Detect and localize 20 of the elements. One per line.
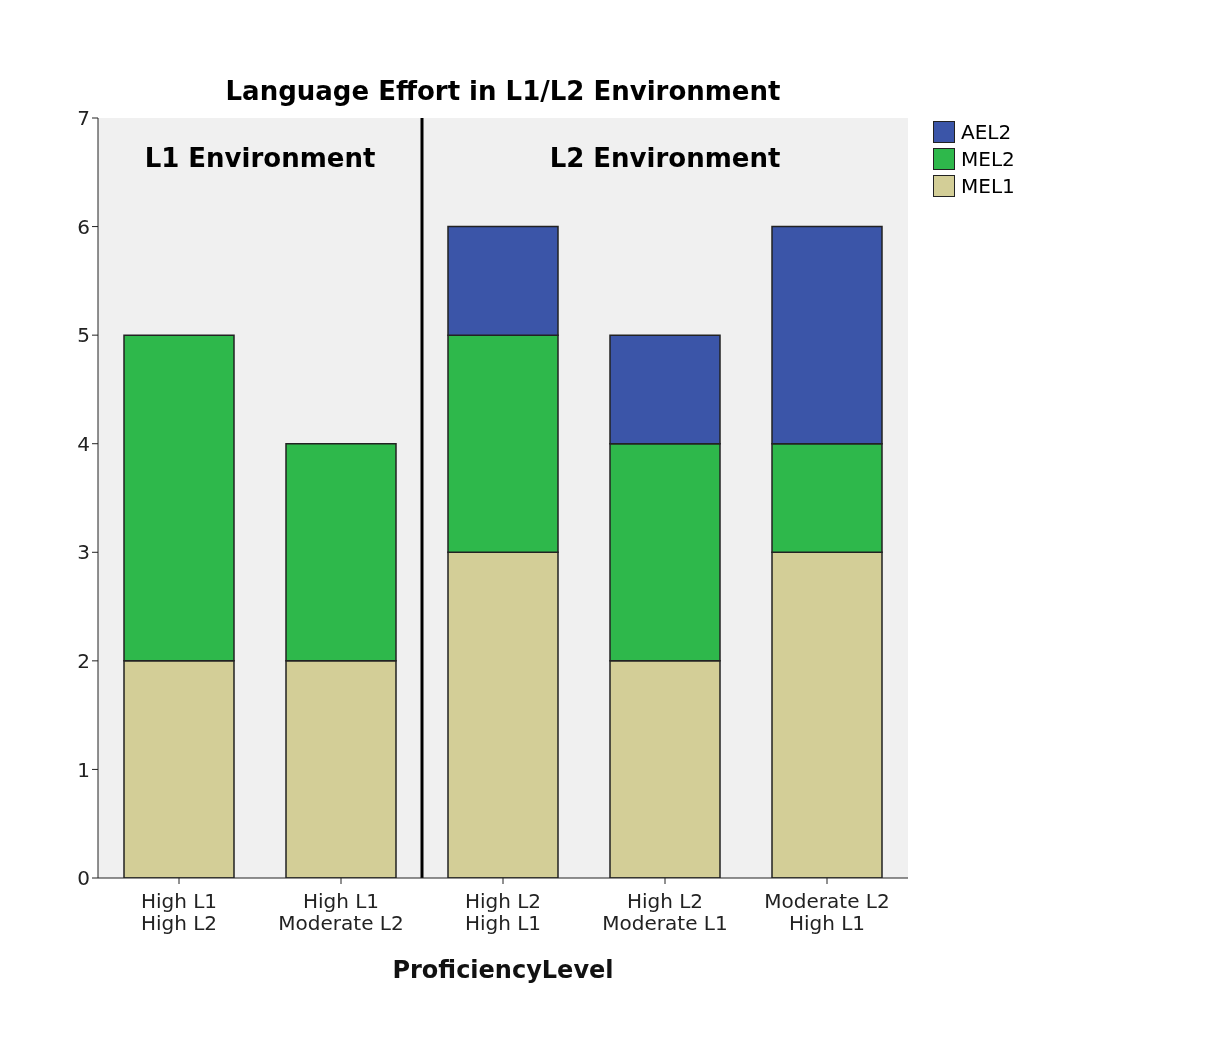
legend-label: AEL2 — [961, 119, 1012, 144]
y-tick-label: 4 — [77, 431, 90, 456]
y-tick-label: 7 — [77, 106, 90, 131]
legend-label: MEL2 — [961, 146, 1015, 171]
legend-label: MEL1 — [961, 173, 1015, 198]
x-tick-label: Moderate L2 High L1 — [764, 889, 890, 935]
x-tick-label: High L2 High L1 — [464, 889, 542, 935]
x-tick-label: High L1 High L2 — [140, 889, 218, 935]
y-tick-label: 3 — [77, 540, 90, 565]
x-tick-label: High L2 Moderate L1 — [602, 889, 728, 935]
x-axis-title: ProficiencyLevel — [392, 956, 614, 984]
y-tick-label: 6 — [77, 214, 90, 239]
chart-title: Language Effort in L1/L2 Environment — [224, 76, 782, 106]
y-tick-label: 0 — [77, 866, 90, 891]
y-tick-label: 1 — [77, 757, 90, 782]
y-tick-label: 5 — [77, 323, 90, 348]
y-tick-label: 2 — [77, 648, 90, 673]
x-tick-label: High L1 Moderate L2 — [278, 889, 404, 935]
annotation: L2 Environment — [548, 143, 782, 173]
annotation: L1 Environment — [143, 143, 377, 173]
